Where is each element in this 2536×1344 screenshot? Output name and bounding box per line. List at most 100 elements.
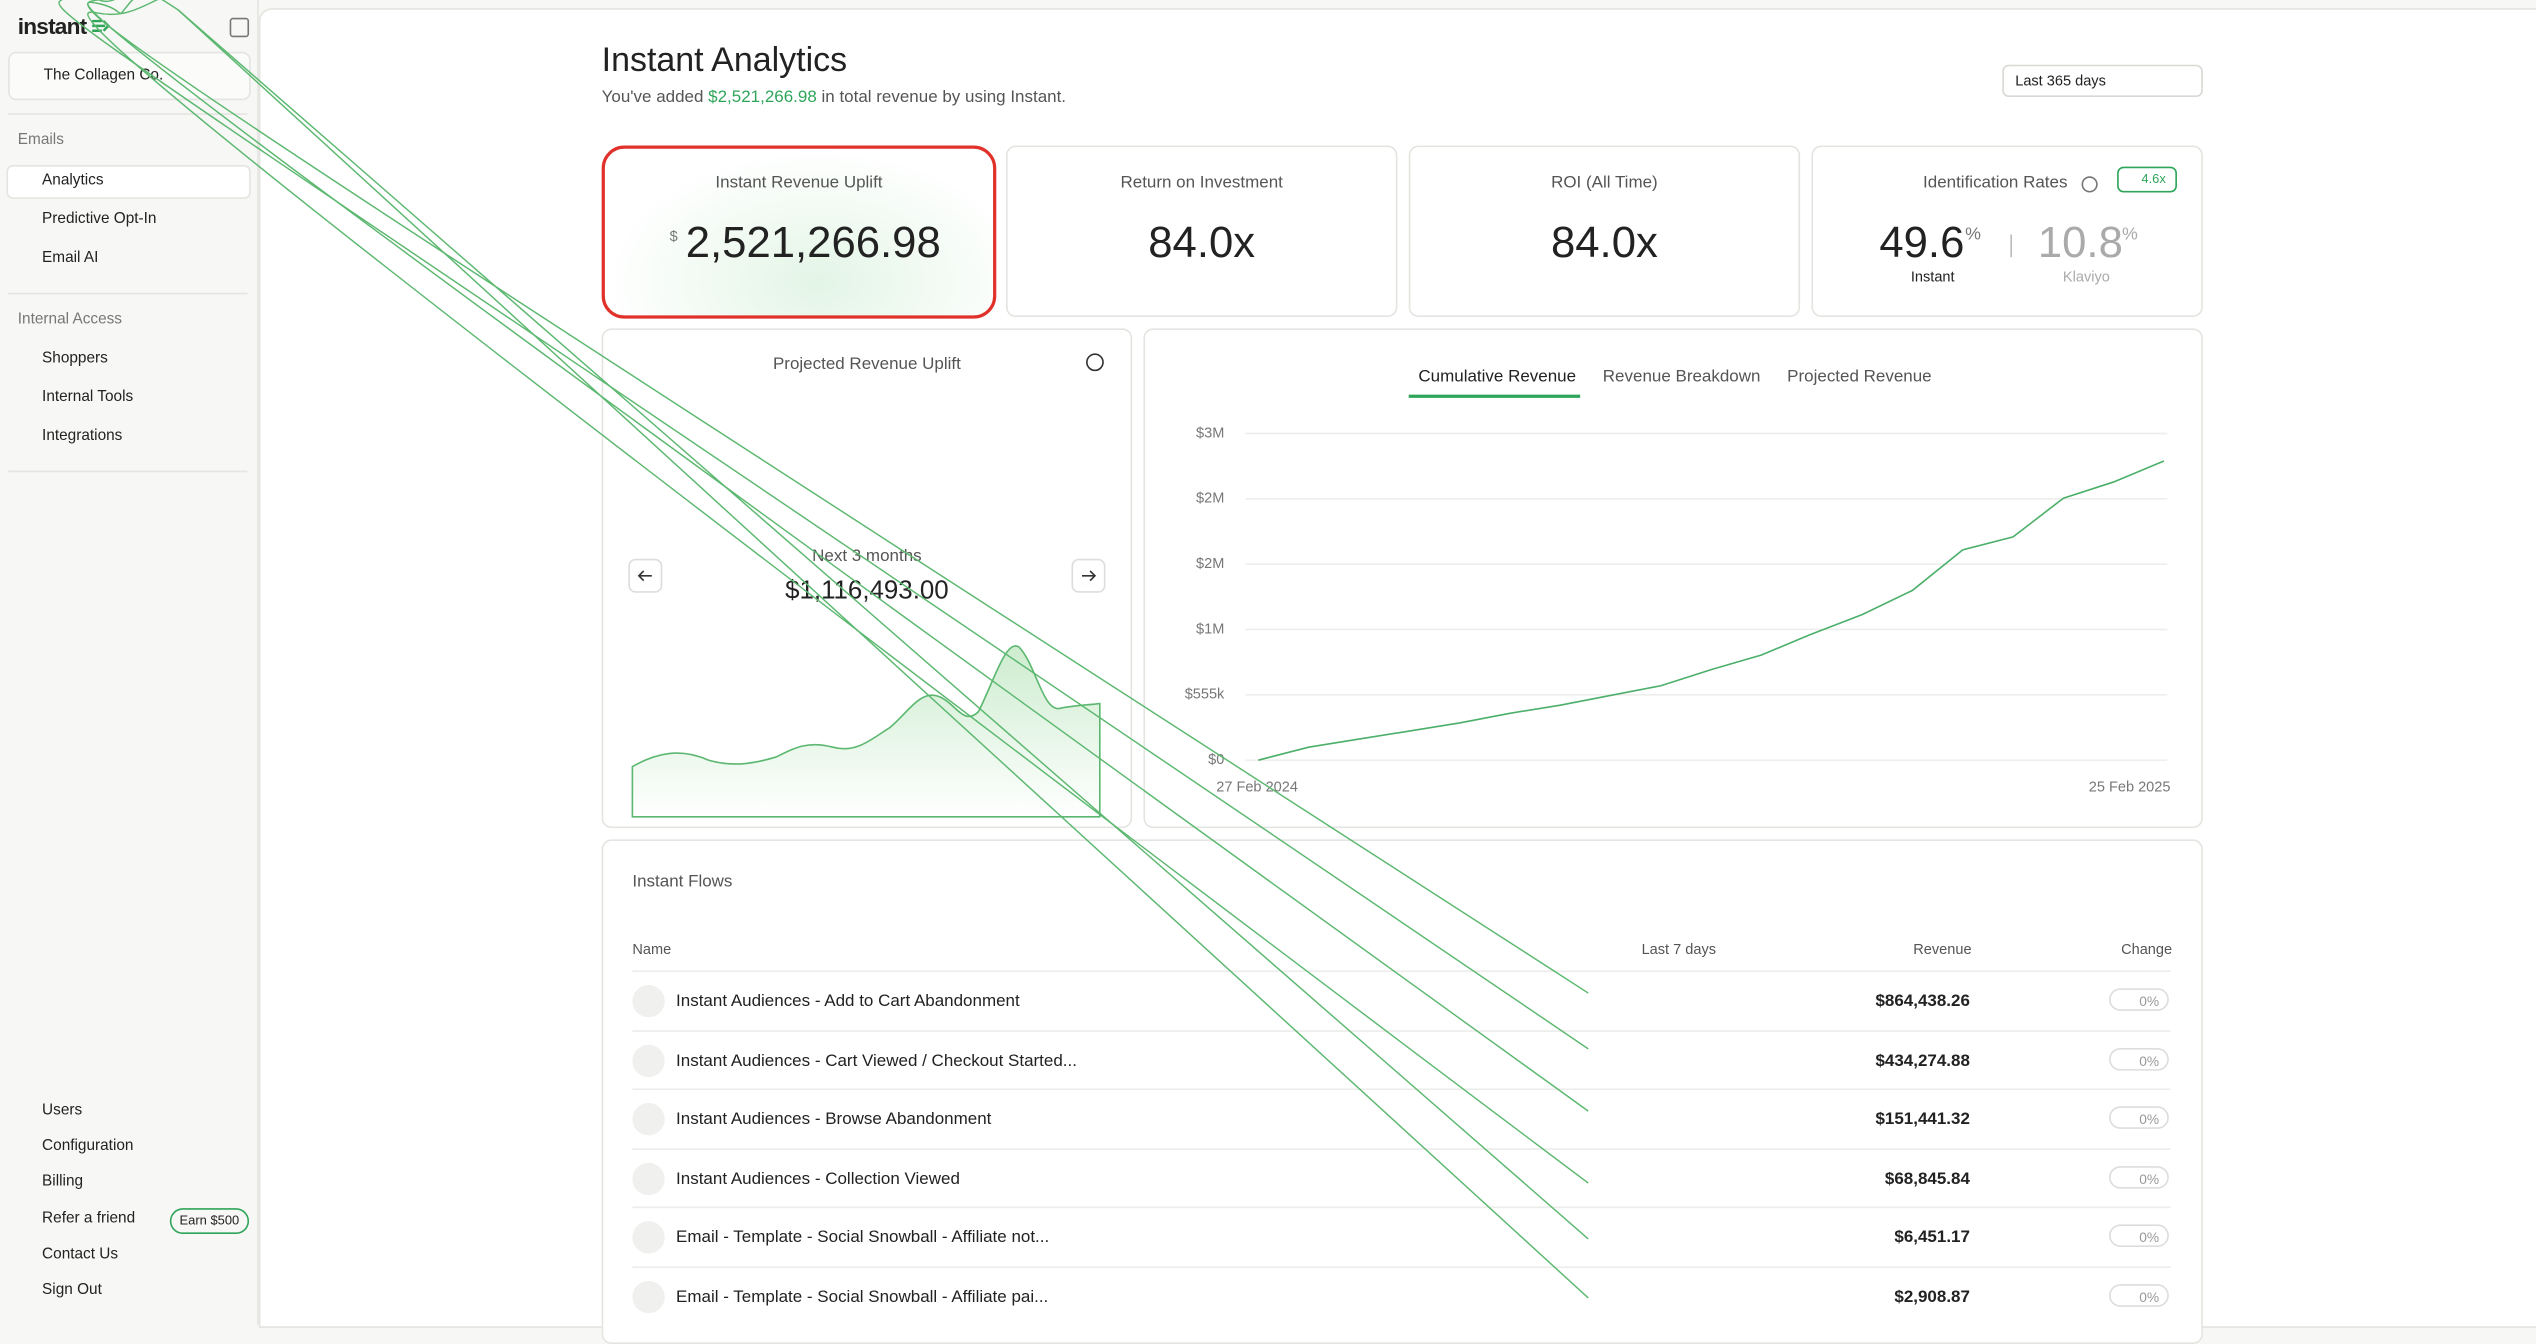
flow-row[interactable]: Instant Audiences - Add to Cart Abandonm… bbox=[632, 970, 2171, 1030]
metric-label: Identification Rates bbox=[1923, 173, 2068, 193]
nav-item[interactable]: Refer a friend bbox=[42, 1209, 136, 1228]
brand: instant bbox=[17, 12, 87, 39]
sidebar: instant The Collagen Co. Emails Analytic… bbox=[0, 0, 259, 1325]
column-header: Change bbox=[2121, 941, 2173, 958]
flow-row[interactable]: Instant Audiences - Cart Viewed / Checko… bbox=[632, 1029, 2171, 1089]
nav-item[interactable]: Users bbox=[42, 1101, 83, 1120]
flow-change: 0% bbox=[2109, 1106, 2169, 1129]
flow-row[interactable]: Instant Audiences - Browse Abandonment $1… bbox=[632, 1088, 2171, 1148]
rate-unit: % bbox=[2121, 224, 2138, 245]
flow-name: Instant Audiences - Add to Cart Abandonm… bbox=[676, 991, 1020, 1011]
metric-label: Return on Investment bbox=[1120, 173, 1283, 193]
tab[interactable]: Revenue Breakdown bbox=[1602, 367, 1761, 387]
flow-revenue: $434,274.88 bbox=[1875, 1050, 1970, 1070]
nav-item[interactable]: Integrations bbox=[42, 426, 123, 445]
row-icon bbox=[632, 984, 665, 1018]
flow-name: Instant Audiences - Browse Abandonment bbox=[676, 1109, 992, 1129]
row-icon bbox=[632, 1162, 665, 1195]
row-icon bbox=[632, 1280, 665, 1313]
workspace-selector[interactable]: The Collagen Co. bbox=[8, 51, 251, 101]
rate-name: Instant bbox=[1910, 268, 1955, 285]
row-icon bbox=[632, 1103, 665, 1136]
flow-row[interactable]: Email - Template - Social Snowball - Aff… bbox=[632, 1265, 2171, 1326]
nav-item[interactable]: Configuration bbox=[42, 1136, 134, 1155]
sparkline bbox=[58, 0, 1589, 1050]
section-title: Internal Access bbox=[17, 310, 122, 329]
rate-unit: % bbox=[1965, 224, 1981, 245]
nav-item[interactable]: Predictive Opt-In bbox=[42, 210, 157, 229]
nav-item[interactable]: Contact Us bbox=[42, 1245, 119, 1264]
subtitle-amount: $2,521,266.98 bbox=[708, 87, 817, 107]
date-range-select[interactable]: Last 365 days bbox=[2002, 64, 2203, 98]
row-icon bbox=[632, 1043, 665, 1077]
flow-revenue: $864,438.26 bbox=[1875, 991, 1970, 1011]
flow-name: Email - Template - Social Snowball - Aff… bbox=[676, 1227, 1050, 1247]
column-header: Revenue bbox=[1913, 941, 1972, 958]
nav-active[interactable] bbox=[6, 164, 251, 199]
sparkline bbox=[87, 0, 1589, 994]
flow-row[interactable]: Email - Template - Social Snowball - Aff… bbox=[632, 1206, 2171, 1267]
rate-value: 10.8 bbox=[2037, 218, 2123, 267]
uplift-badge: 4.6x bbox=[2117, 166, 2178, 193]
projection-amount: $1,116,493.00 bbox=[785, 577, 949, 605]
section-title: Emails bbox=[17, 131, 64, 149]
tab[interactable]: Projected Revenue bbox=[1787, 367, 1932, 387]
metric-currency: $ bbox=[669, 228, 678, 245]
flow-name: Instant Audiences - Cart Viewed / Checko… bbox=[676, 1050, 1077, 1070]
projection-title: Projected Revenue Uplift bbox=[772, 354, 961, 374]
referral-badge: Earn $500 bbox=[169, 1208, 249, 1235]
column-header: Name bbox=[632, 941, 672, 958]
flow-revenue: $6,451.17 bbox=[1894, 1227, 1970, 1247]
y-tick-label: $2M bbox=[1196, 556, 1224, 572]
metric-card: Instant Revenue Uplift $ 2,521,266.98 bbox=[601, 145, 997, 319]
y-tick-label: $3M bbox=[1196, 425, 1224, 441]
sparkline bbox=[177, 9, 1589, 1240]
brand-icon bbox=[92, 19, 110, 32]
nav-item[interactable]: Internal Tools bbox=[42, 388, 134, 406]
rate-value: 49.6 bbox=[1879, 218, 1965, 267]
metric-card: ROI (All Time) 84.0x bbox=[1408, 145, 1801, 318]
revenue-line bbox=[1258, 460, 2165, 761]
subtitle-prefix: You've added bbox=[601, 87, 704, 107]
flow-revenue: $2,908.87 bbox=[1894, 1286, 1970, 1307]
tab-active[interactable]: Cumulative Revenue bbox=[1418, 367, 1577, 387]
column-header: Last 7 days bbox=[1641, 941, 1717, 958]
next-button[interactable] bbox=[1071, 558, 1106, 593]
sparkline bbox=[87, 0, 1589, 1184]
workspace-name: The Collagen Co. bbox=[43, 66, 164, 85]
y-tick-label: $555k bbox=[1185, 687, 1225, 703]
nav-item[interactable]: Shoppers bbox=[42, 349, 108, 368]
collapse-button[interactable] bbox=[229, 17, 250, 38]
nav-item[interactable]: Analytics bbox=[42, 171, 104, 190]
flow-revenue: $68,845.84 bbox=[1884, 1168, 1970, 1188]
flow-change: 0% bbox=[2109, 1165, 2169, 1188]
flow-change: 0% bbox=[2109, 1283, 2169, 1307]
flow-revenue: $151,441.32 bbox=[1875, 1109, 1970, 1129]
metric-value: 84.0x bbox=[1148, 218, 1256, 267]
page-title: Instant Analytics bbox=[601, 42, 848, 80]
nav-item[interactable]: Email AI bbox=[42, 249, 99, 267]
info-icon[interactable] bbox=[1086, 353, 1104, 372]
flow-name: Instant Audiences - Collection Viewed bbox=[676, 1168, 960, 1188]
info-icon[interactable] bbox=[2081, 176, 2098, 193]
y-tick-label: $0 bbox=[1208, 752, 1224, 768]
date-range: Last 365 days bbox=[2015, 72, 2106, 89]
nav-item[interactable]: Sign Out bbox=[42, 1280, 102, 1299]
nav-item[interactable]: Billing bbox=[42, 1172, 84, 1191]
flows-title: Instant Flows bbox=[632, 871, 733, 892]
metric-card: Identification Rates 4.6x 49.6 % Instant… bbox=[1811, 145, 2203, 318]
metric-card: Return on Investment 84.0x bbox=[1005, 145, 1398, 318]
flow-change: 0% bbox=[2109, 988, 2169, 1011]
row-icon bbox=[632, 1221, 665, 1254]
metric-label: ROI (All Time) bbox=[1551, 173, 1658, 193]
flow-row[interactable]: Instant Audiences - Collection Viewed $68… bbox=[632, 1147, 2171, 1208]
prev-button[interactable] bbox=[628, 558, 663, 593]
flow-name: Email - Template - Social Snowball - Aff… bbox=[676, 1286, 1049, 1307]
y-tick-label: $1M bbox=[1196, 621, 1224, 637]
subtitle: You've added $2,521,266.98 in total reve… bbox=[602, 84, 1066, 110]
sparkline bbox=[87, 0, 1589, 1112]
x-tick-label: 25 Feb 2025 bbox=[2089, 779, 2171, 795]
